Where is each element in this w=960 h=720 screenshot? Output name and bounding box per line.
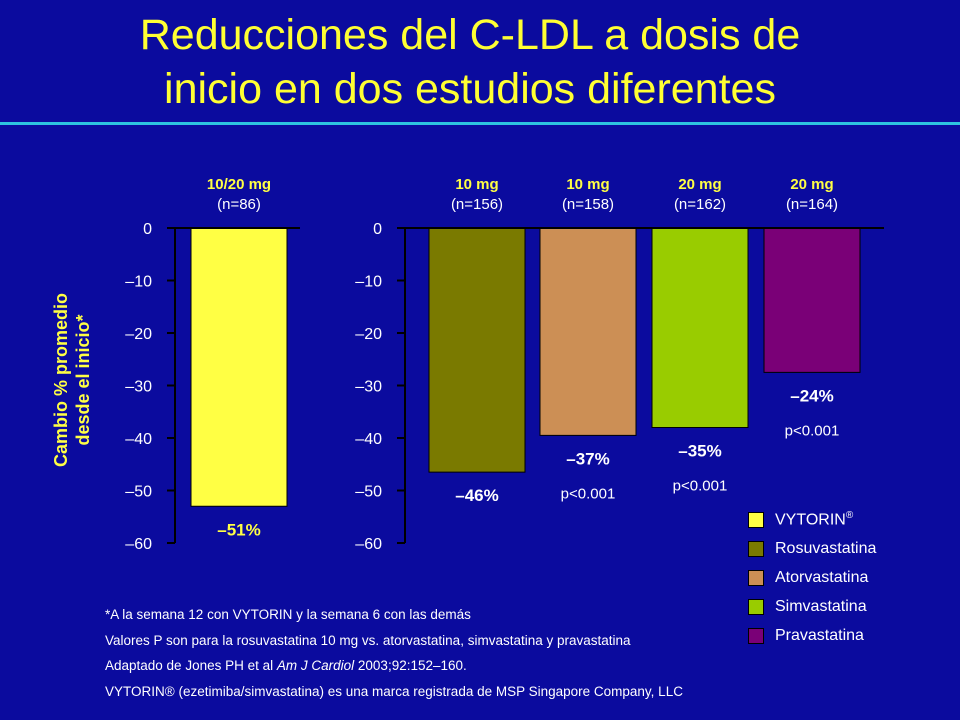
- legend-swatch-vytorin: [748, 511, 764, 528]
- bar-pvalue-label: p<0.001: [785, 422, 840, 439]
- legend-item: Pravastatina: [748, 621, 876, 650]
- bar-dose-label: 20 mg: [790, 176, 833, 193]
- legend-label: Rosuvastatina: [775, 539, 877, 557]
- footnote-3: Adaptado de Jones PH et al Am J Cardiol …: [105, 658, 467, 673]
- bar-dose-label: 10 mg: [566, 176, 609, 193]
- bar-dose-label: 10/20 mg: [207, 176, 271, 193]
- y-tick-label: –60: [355, 536, 382, 553]
- bar-value-label: –24%: [790, 386, 833, 405]
- slide-title: Reducciones del C-LDL a dosis de inicio …: [0, 8, 940, 116]
- legend-item: VYTORIN®: [748, 505, 876, 534]
- legend: VYTORIN® Rosuvastatina Atorvastatina Sim…: [748, 505, 876, 650]
- y-tick-label: –40: [355, 431, 382, 448]
- bar-value-label: –35%: [678, 442, 721, 461]
- footnote-4: VYTORIN® (ezetimiba/simvastatina) es una…: [105, 683, 683, 699]
- y-tick-label: –10: [125, 274, 152, 291]
- legend-item: Rosuvastatina: [748, 534, 876, 563]
- bar-value-label: –37%: [566, 449, 609, 468]
- legend-label: VYTORIN®: [775, 509, 854, 529]
- bar-n-label: (n=162): [674, 196, 726, 213]
- y-tick-label: 0: [373, 221, 382, 238]
- title-line-2: inicio en dos estudios diferentes: [164, 65, 776, 113]
- y-axis-title-line-1: Cambio % promedio: [51, 293, 71, 467]
- y-tick-label: –50: [355, 484, 382, 501]
- bar: [428, 227, 526, 473]
- legend-swatch-pravastatina: [748, 627, 764, 644]
- bar-n-label: (n=156): [451, 196, 503, 213]
- y-tick-label: –20: [125, 326, 152, 343]
- title-line-1: Reducciones del C-LDL a dosis de: [139, 11, 801, 59]
- legend-item: Simvastatina: [748, 592, 876, 621]
- bar-value-label: –46%: [455, 486, 498, 505]
- bar-dose-label: 10 mg: [455, 176, 498, 193]
- bar-n-label: (n=164): [786, 196, 838, 213]
- y-tick-label: –20: [355, 326, 382, 343]
- bar: [651, 227, 749, 428]
- y-axis-title-line-2: desde el inicio*: [73, 314, 93, 445]
- y-tick-label: –30: [125, 379, 152, 396]
- legend-label: Simvastatina: [775, 597, 867, 615]
- bar-pvalue-label: p<0.001: [561, 485, 616, 502]
- legend-item: Atorvastatina: [748, 563, 876, 592]
- y-tick-label: –50: [125, 484, 152, 501]
- bar: [190, 227, 288, 507]
- bar: [763, 227, 861, 373]
- bar-value-label: –51%: [217, 520, 260, 539]
- footnote-1: *A la semana 12 con VYTORIN y la semana …: [105, 607, 471, 622]
- legend-swatch-rosuvastatina: [748, 540, 764, 557]
- legend-label: Pravastatina: [775, 626, 864, 644]
- y-tick-label: 0: [143, 221, 152, 238]
- legend-swatch-atorvastatina: [748, 569, 764, 586]
- bar: [539, 227, 637, 436]
- bar-n-label: (n=158): [562, 196, 614, 213]
- footnotes: *A la semana 12 con VYTORIN y la semana …: [105, 602, 683, 704]
- footnote-2: Valores P son para la rosuvastatina 10 m…: [105, 632, 631, 648]
- title-divider: [0, 122, 960, 125]
- legend-swatch-simvastatina: [748, 598, 764, 615]
- y-tick-label: –10: [355, 274, 382, 291]
- bar-n-label: (n=86): [217, 196, 261, 213]
- y-tick-label: –40: [125, 431, 152, 448]
- bar-dose-label: 20 mg: [678, 176, 721, 193]
- y-tick-label: –30: [355, 379, 382, 396]
- bar-pvalue-label: p<0.001: [673, 478, 728, 495]
- y-tick-label: –60: [125, 536, 152, 553]
- legend-label: Atorvastatina: [775, 568, 869, 586]
